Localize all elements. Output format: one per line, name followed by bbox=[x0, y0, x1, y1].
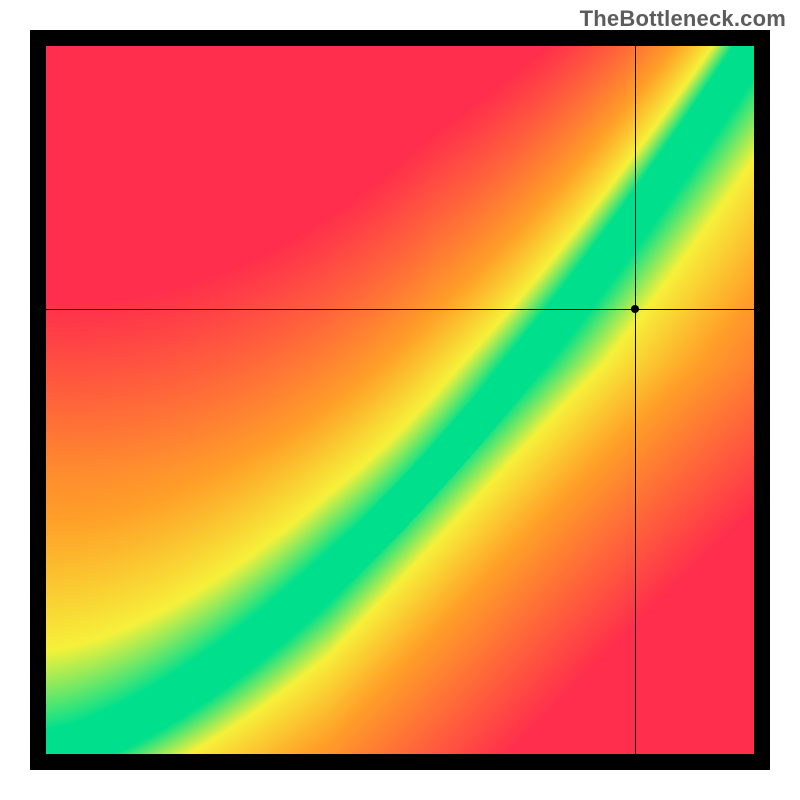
heatmap-canvas bbox=[46, 46, 754, 754]
attribution-text: TheBottleneck.com bbox=[580, 6, 786, 32]
plot-frame bbox=[30, 30, 770, 770]
plot-area bbox=[46, 46, 754, 754]
chart-container: TheBottleneck.com bbox=[0, 0, 800, 800]
